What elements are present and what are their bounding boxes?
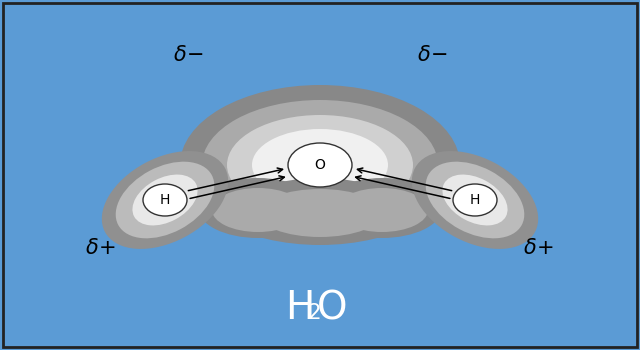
- Ellipse shape: [442, 175, 508, 225]
- Text: $\delta\!-$: $\delta\!-$: [417, 45, 447, 65]
- Ellipse shape: [288, 143, 352, 187]
- Ellipse shape: [116, 162, 214, 238]
- Ellipse shape: [240, 178, 400, 242]
- Ellipse shape: [252, 129, 388, 201]
- Ellipse shape: [453, 184, 497, 216]
- Text: $\delta\!-$: $\delta\!-$: [173, 45, 204, 65]
- Ellipse shape: [132, 175, 198, 225]
- Text: 2: 2: [307, 303, 321, 323]
- Ellipse shape: [227, 115, 413, 215]
- Text: $\delta\!+$: $\delta\!+$: [523, 238, 554, 258]
- Ellipse shape: [202, 100, 438, 230]
- Text: O: O: [317, 289, 348, 327]
- Ellipse shape: [336, 188, 428, 232]
- Ellipse shape: [258, 189, 382, 237]
- Ellipse shape: [322, 178, 442, 238]
- Text: $\delta\!+$: $\delta\!+$: [84, 238, 115, 258]
- Text: H: H: [160, 193, 170, 207]
- Text: O: O: [315, 158, 325, 172]
- Ellipse shape: [180, 85, 460, 245]
- Text: H: H: [470, 193, 480, 207]
- Ellipse shape: [212, 188, 304, 232]
- Ellipse shape: [198, 178, 318, 238]
- Ellipse shape: [412, 151, 538, 249]
- Text: H: H: [285, 289, 315, 327]
- Ellipse shape: [102, 151, 228, 249]
- Ellipse shape: [143, 184, 187, 216]
- Ellipse shape: [426, 162, 524, 238]
